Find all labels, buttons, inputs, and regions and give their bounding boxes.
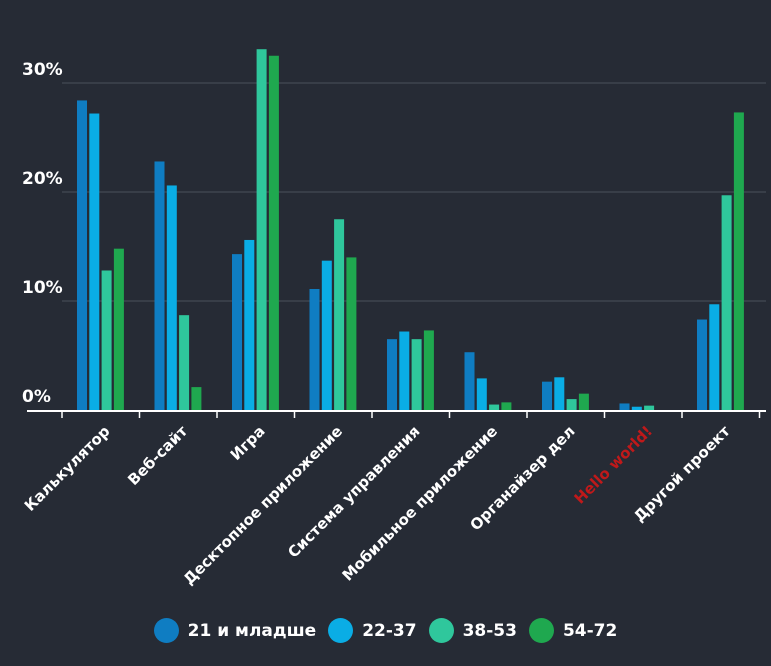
bar <box>154 161 165 410</box>
bar <box>166 185 177 410</box>
legend-item[interactable]: 21 и младше <box>153 618 317 643</box>
bar <box>644 405 655 410</box>
bar <box>697 319 707 410</box>
bar <box>501 402 512 410</box>
legend-swatch <box>153 618 179 643</box>
bar <box>256 49 267 411</box>
x-tick-label: Hello world! <box>571 422 656 507</box>
bar <box>113 248 124 410</box>
bar <box>619 403 630 410</box>
legend: 21 и младше 22-37 38-53 54-72 <box>0 618 771 643</box>
legend-item[interactable]: 54-72 <box>528 618 618 643</box>
bar <box>268 55 279 410</box>
y-tick-label: 20% <box>22 169 63 189</box>
bar <box>232 254 242 410</box>
legend-item[interactable]: 22-37 <box>328 618 417 643</box>
bar <box>554 377 565 410</box>
bar <box>244 239 255 410</box>
x-tick-label: Калькулятор <box>21 422 114 515</box>
bar <box>411 339 422 410</box>
legend-swatch <box>428 618 454 643</box>
bar <box>578 393 589 410</box>
bar <box>321 260 332 410</box>
bar <box>464 352 475 410</box>
x-tick-label: Мобильное приложение <box>339 422 502 585</box>
bar <box>179 315 190 410</box>
bar <box>334 219 345 410</box>
bar <box>387 339 397 410</box>
bar <box>191 387 202 410</box>
legend-swatch <box>528 618 554 643</box>
legend-label: 54-72 <box>562 620 618 641</box>
bar <box>721 195 732 410</box>
bar <box>77 100 87 410</box>
x-tick-label: Веб-сайт <box>124 422 191 489</box>
bar <box>631 406 642 410</box>
y-tick-label: 10% <box>22 278 63 298</box>
bar-chart: 0% 10% 20% 30% Калькулятор Веб-сайт ИграДескто… <box>21 49 766 588</box>
legend-item[interactable]: 38-53 <box>428 618 517 643</box>
bar <box>733 112 744 411</box>
bar <box>709 304 720 410</box>
legend-label: 21 и младше <box>187 620 317 641</box>
bar <box>489 404 500 410</box>
y-tick-label: 0% <box>22 387 51 407</box>
bar <box>346 257 357 410</box>
bar <box>542 381 552 410</box>
bar <box>101 270 112 410</box>
legend-label: 38-53 <box>462 620 517 641</box>
y-tick-label: 30% <box>22 60 63 80</box>
bar <box>399 331 410 410</box>
x-tick-label: Система управления <box>284 422 423 561</box>
legend-label: 22-37 <box>362 620 417 641</box>
bar <box>423 330 434 410</box>
bar <box>309 289 320 410</box>
bar <box>89 113 100 411</box>
bar <box>566 399 577 410</box>
x-tick-label: Игра <box>227 422 269 464</box>
x-tick-label: Десктопное приложение <box>180 422 346 588</box>
legend-swatch <box>328 618 354 643</box>
bar <box>476 378 487 410</box>
